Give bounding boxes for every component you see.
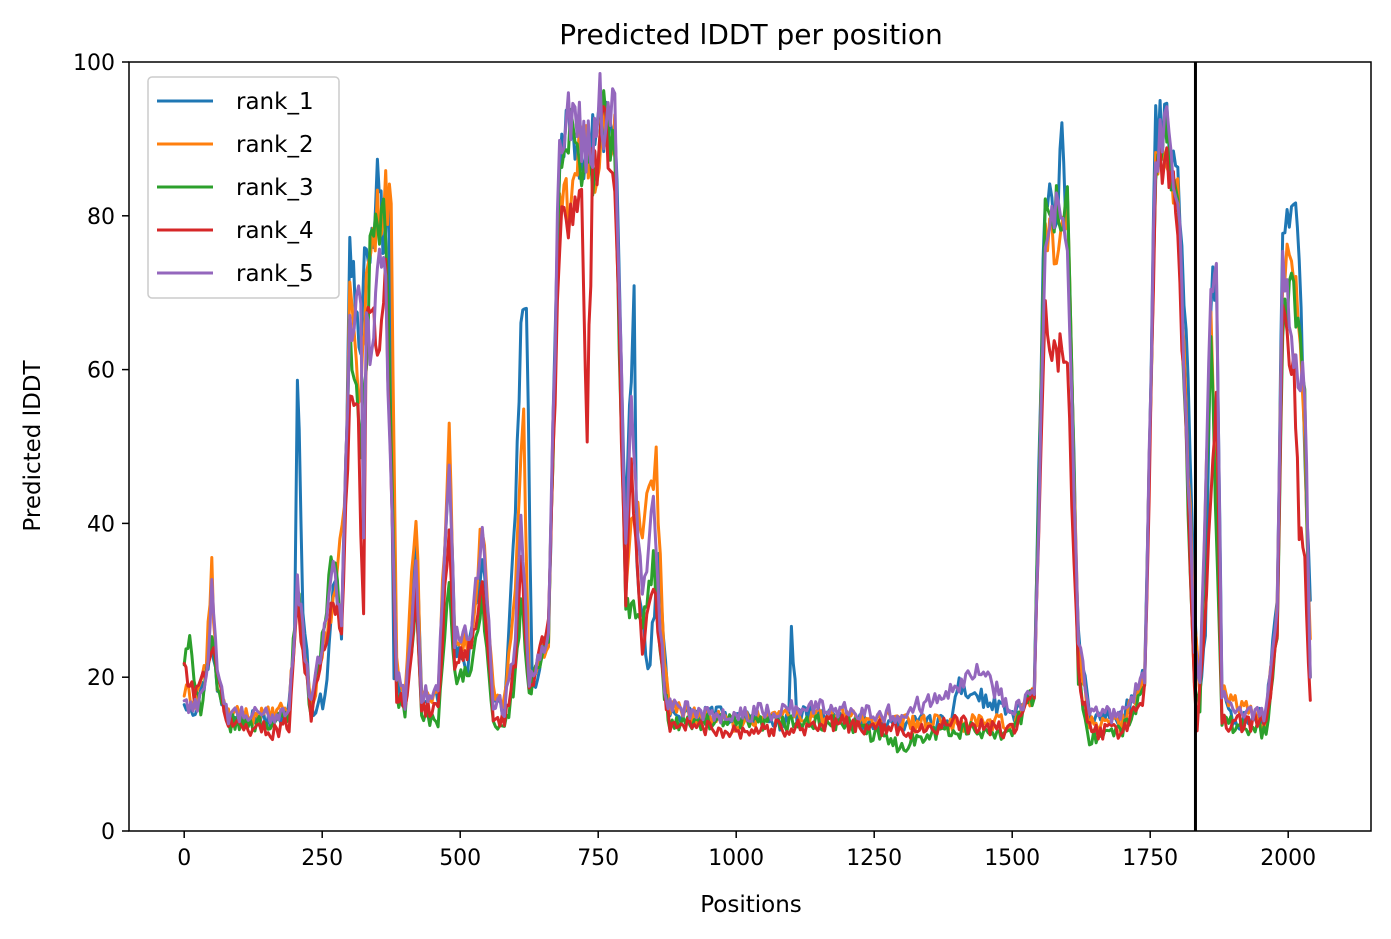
x-axis-ticks: 0 250 500 750 1000 1250 1500 1750 2000 (177, 831, 1316, 871)
x-tick-label: 1250 (846, 846, 902, 871)
x-tick-label: 500 (439, 846, 481, 871)
y-tick-label: 60 (87, 359, 115, 384)
chart-title: Predicted lDDT per position (559, 18, 943, 51)
plot-frame (128, 61, 1372, 832)
x-tick-label: 1000 (708, 846, 764, 871)
legend-label-rank_3: rank_3 (236, 175, 314, 201)
series-line-rank_5 (182, 72, 1312, 726)
series-line-rank_4 (182, 105, 1312, 742)
x-tick-label: 0 (177, 846, 191, 871)
legend-box (147, 76, 340, 299)
x-tick-label: 250 (301, 846, 343, 871)
x-tick-label: 2000 (1260, 846, 1316, 871)
x-tick-label: 1750 (1122, 846, 1178, 871)
y-axis-ticks: 0 20 40 60 80 100 (73, 51, 129, 845)
legend-label-rank_5: rank_5 (236, 261, 314, 287)
legend-label-rank_4: rank_4 (236, 218, 314, 244)
legend-label-rank_2: rank_2 (236, 132, 314, 158)
legend: rank_1 rank_2 rank_3 rank_4 rank_5 (147, 76, 340, 299)
x-axis-label: Positions (700, 892, 802, 918)
y-tick-label: 20 (87, 666, 115, 691)
series-layer (182, 72, 1312, 754)
y-axis-label: Predicted lDDT (20, 359, 46, 531)
y-tick-label: 100 (73, 51, 115, 76)
y-tick-label: 0 (101, 820, 115, 845)
y-tick-label: 80 (87, 205, 115, 230)
legend-label-rank_1: rank_1 (236, 89, 314, 115)
x-tick-label: 750 (577, 846, 619, 871)
x-tick-label: 1500 (984, 846, 1040, 871)
y-tick-label: 40 (87, 512, 115, 537)
